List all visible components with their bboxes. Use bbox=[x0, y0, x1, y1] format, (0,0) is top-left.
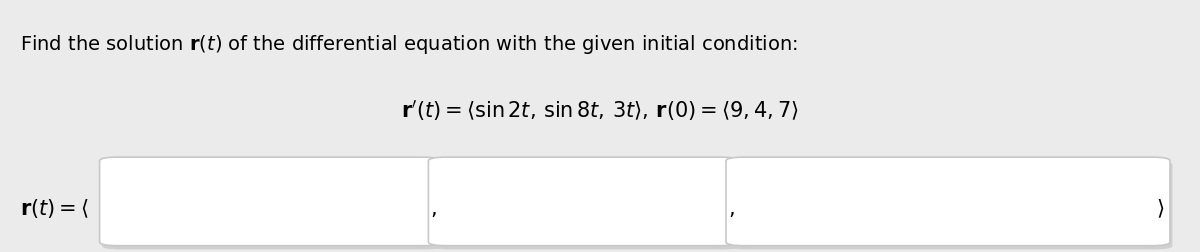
FancyBboxPatch shape bbox=[428, 158, 738, 246]
FancyBboxPatch shape bbox=[431, 161, 740, 249]
FancyBboxPatch shape bbox=[728, 161, 1172, 249]
Text: $\mathbf{r}(t) = \langle$: $\mathbf{r}(t) = \langle$ bbox=[20, 197, 89, 219]
Text: $\mathbf{r}'(t) = \langle\mathrm{sin}\,2t,\,\mathrm{sin}\,8t,\,3t\rangle,\,\math: $\mathbf{r}'(t) = \langle\mathrm{sin}\,2… bbox=[401, 97, 799, 122]
FancyBboxPatch shape bbox=[102, 161, 443, 249]
Text: $\rangle$: $\rangle$ bbox=[1156, 197, 1164, 219]
FancyBboxPatch shape bbox=[100, 158, 440, 246]
Text: ,: , bbox=[430, 198, 437, 218]
FancyBboxPatch shape bbox=[726, 158, 1170, 246]
Text: ,: , bbox=[728, 198, 736, 218]
Text: Find the solution $\mathbf{r}(t)$ of the differential equation with the given in: Find the solution $\mathbf{r}(t)$ of the… bbox=[20, 33, 798, 56]
